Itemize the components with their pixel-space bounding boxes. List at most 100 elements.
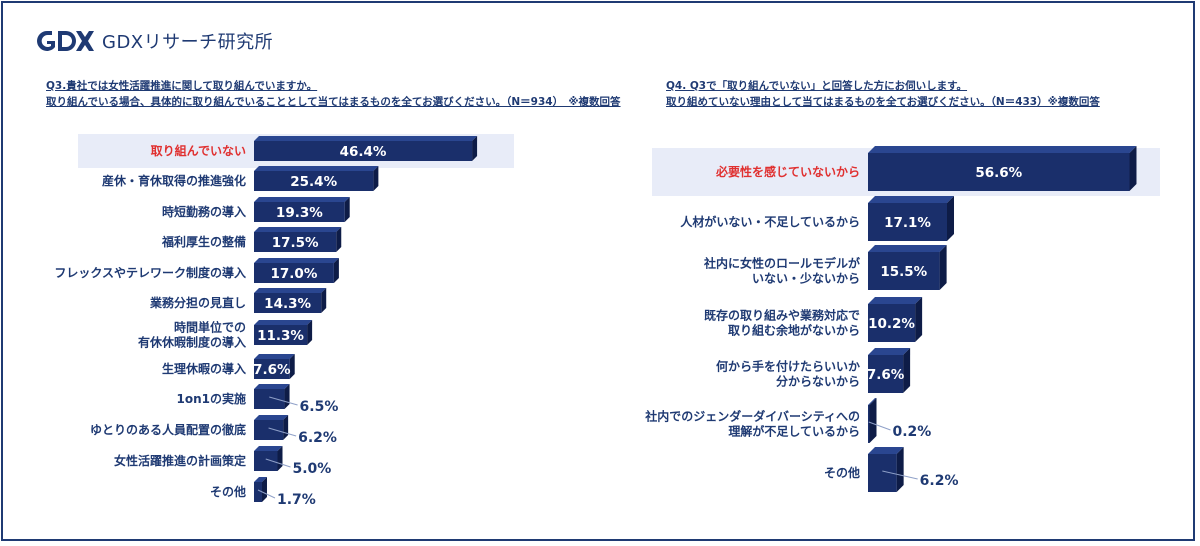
bar-top: [254, 354, 295, 359]
category-label: 産休・育休取得の推進強化: [102, 173, 246, 188]
category-label-line: 理解が不足しているから: [728, 424, 860, 439]
bar-top: [254, 166, 379, 171]
category-label-line: 既存の取り組みや業務対応で: [704, 308, 860, 323]
category-label: ゆとりのある人員配置の徹底: [90, 422, 246, 437]
value-label: 6.2%: [920, 473, 959, 489]
category-label: その他: [824, 465, 860, 480]
leader-line: [257, 489, 276, 499]
category-label-line: 女性活躍推進の計画策定: [114, 453, 246, 468]
right-question-line2: 取り組めていない理由として当てはまるものを全てお選びください。（N＝433）※複…: [666, 96, 1100, 108]
value-label: 5.0%: [293, 461, 332, 477]
category-label-line: 取り組む余地がないから: [728, 323, 860, 338]
leader-line: [265, 458, 291, 468]
category-label: 時短勤務の導入: [162, 204, 246, 219]
bar: [254, 359, 290, 379]
right-question-title: Q4. Q3で「取り組んでいない」と回答した方にお伺いします。 取り組めていない…: [666, 78, 1100, 110]
bar: [868, 203, 948, 241]
category-label-line: 時短勤務の導入: [162, 204, 246, 219]
category-label-line: ゆとりのある人員配置の徹底: [90, 422, 246, 437]
bar: [254, 293, 322, 313]
category-label: 何から手を付けたらいいか分からないから: [716, 359, 860, 389]
bar-side: [1129, 146, 1137, 191]
value-label: 1.7%: [277, 492, 316, 508]
value-label: 14.3%: [264, 296, 311, 312]
value-label: 17.1%: [884, 215, 931, 231]
bar: [254, 451, 278, 471]
bar-side: [472, 136, 478, 161]
gdx-logo-icon: [37, 30, 94, 51]
category-label: 1on1の実施: [177, 391, 247, 406]
value-label: 19.3%: [276, 205, 323, 221]
category-label-line: 分からないから: [776, 374, 860, 389]
value-label: 46.4%: [340, 144, 387, 160]
category-label: 時間単位での有休休暇制度の導入: [138, 320, 246, 350]
bar-top: [868, 398, 877, 405]
bar-side: [333, 258, 339, 283]
bar-side: [336, 227, 342, 252]
bar-top: [868, 146, 1137, 153]
bar-top: [868, 348, 911, 355]
bar: [254, 171, 374, 191]
bar-side: [939, 245, 947, 290]
category-label-line: 必要性を感じていないから: [715, 164, 860, 179]
leader-line: [868, 421, 891, 431]
category-label-line: 産休・育休取得の推進強化: [102, 173, 246, 188]
bar: [254, 202, 345, 222]
category-label: 生理休暇の導入: [162, 361, 246, 376]
right-question-line1: Q4. Q3で「取り組んでいない」と回答した方にお伺いします。: [666, 80, 968, 92]
category-label: 社内に女性のロールモデルがいない・少ないから: [703, 256, 860, 286]
value-label: 56.6%: [975, 165, 1022, 181]
bar: [254, 325, 308, 345]
category-label-line: その他: [210, 484, 246, 499]
leader-line: [269, 396, 298, 406]
value-label: 7.6%: [867, 367, 905, 383]
category-label-line: 1on1の実施: [177, 391, 247, 406]
category-label-line: 社内でのジェンダーダイバーシティへの: [644, 409, 860, 424]
value-label: 11.3%: [257, 328, 304, 344]
category-label: 必要性を感じていないから: [715, 164, 860, 179]
leader-line: [268, 427, 297, 437]
category-label: 既存の取り組みや業務対応で取り組む余地がないから: [704, 308, 860, 338]
category-label-line: 時間単位での: [174, 320, 246, 335]
bar: [868, 252, 940, 290]
bar-top: [254, 197, 350, 202]
value-label: 15.5%: [880, 264, 927, 280]
value-label: 25.4%: [290, 174, 337, 190]
bar: [254, 389, 285, 409]
value-label: 6.2%: [298, 430, 337, 446]
bar-side: [307, 320, 313, 345]
category-label-line: 生理休暇の導入: [162, 361, 246, 376]
bar-side: [915, 297, 923, 342]
bar-side: [261, 477, 267, 502]
bar-side: [344, 197, 350, 222]
category-label: 社内でのジェンダーダイバーシティへの理解が不足しているから: [644, 409, 860, 439]
category-label: 取り組んでいない: [151, 143, 246, 158]
left-question-line2: 取り組んでいる場合、具体的に取り組んでいることとして当てはまるものを全てお選びく…: [46, 96, 621, 108]
bar: [254, 232, 337, 252]
leader-line: [882, 470, 918, 480]
value-label: 6.5%: [300, 399, 339, 415]
bar-top: [868, 297, 923, 304]
bar-top: [254, 384, 290, 389]
category-label-line: いない・少ないから: [752, 271, 860, 286]
bar: [868, 355, 904, 393]
bar-side: [896, 447, 904, 492]
value-label: 17.5%: [272, 235, 319, 251]
bar-top: [254, 415, 289, 420]
category-label-line: 業務分担の見直し: [149, 295, 246, 310]
bar-top: [254, 320, 313, 325]
category-label-line: 有休休暇制度の導入: [138, 335, 246, 350]
category-label-line: 取り組んでいない: [151, 143, 246, 158]
category-label: その他: [210, 484, 246, 499]
bar-side: [277, 446, 283, 471]
bar: [254, 420, 284, 440]
category-label: 福利厚生の整備: [161, 234, 246, 249]
bar: [868, 304, 916, 342]
value-label: 7.6%: [253, 362, 291, 378]
bar-side: [947, 196, 955, 241]
bar-top: [254, 258, 339, 263]
value-label: 0.2%: [893, 424, 932, 440]
category-label-line: その他: [824, 465, 860, 480]
